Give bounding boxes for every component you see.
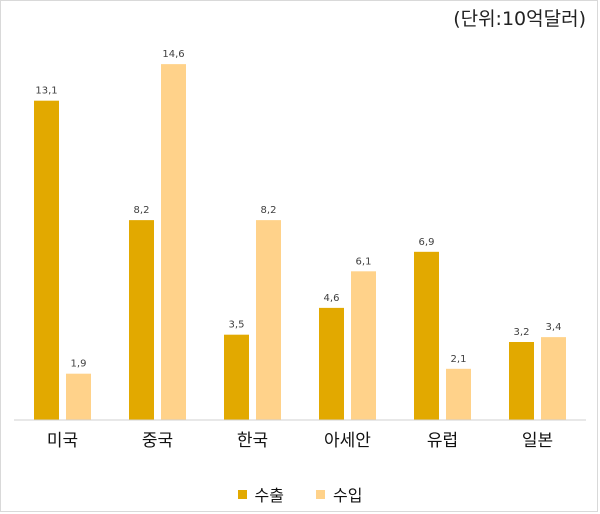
legend: 수출 수입	[0, 482, 600, 506]
bar-export-3	[319, 307, 344, 420]
data-label-export-0: 13,1	[35, 86, 57, 97]
bar-import-4	[446, 368, 471, 420]
category-label-1: 중국	[142, 431, 173, 451]
category-label-0: 미국	[47, 431, 78, 451]
category-label-2: 한국	[237, 431, 268, 451]
data-label-export-3: 4,6	[324, 293, 340, 304]
data-label-import-4: 2,1	[451, 354, 467, 365]
bar-import-2	[256, 220, 281, 420]
bar-import-1	[161, 64, 186, 420]
legend-swatch-export	[237, 489, 247, 499]
bar-export-2	[224, 334, 249, 420]
unit-label: (단위:10억달러)	[453, 8, 586, 30]
legend-swatch-import	[316, 489, 325, 499]
bar-export-4	[414, 251, 439, 420]
data-label-export-4: 6,9	[419, 237, 435, 248]
bar-export-0	[34, 100, 59, 420]
data-label-import-2: 8,2	[261, 205, 277, 216]
data-label-export-1: 8,2	[134, 205, 150, 216]
bar-import-3	[351, 271, 376, 420]
legend-item-import: 수입	[316, 482, 362, 506]
bar-import-0	[66, 373, 91, 420]
data-label-export-5: 3,2	[514, 327, 530, 338]
legend-label-import: 수입	[333, 486, 363, 505]
category-label-5: 일본	[522, 431, 553, 451]
category-label-4: 유럽	[427, 431, 458, 451]
category-label-3: 아세안	[324, 431, 371, 451]
bar-chart: 13,1 1,9 미국 8,2 14,6 중국 3,5 8,2 한국 4,6 6,1 아세안 6,9 2,…	[14, 49, 586, 451]
bar-export-5	[509, 342, 534, 420]
data-label-import-1: 14,6	[162, 49, 184, 60]
data-label-import-3: 6,1	[356, 256, 372, 267]
legend-item-export: 수출	[237, 482, 284, 506]
data-label-import-0: 1,9	[71, 359, 87, 370]
data-label-export-2: 3,5	[229, 320, 245, 331]
data-label-import-5: 3,4	[546, 322, 562, 333]
bar-export-1	[129, 220, 154, 420]
legend-label-export: 수출	[254, 486, 284, 505]
bar-import-5	[541, 337, 566, 420]
